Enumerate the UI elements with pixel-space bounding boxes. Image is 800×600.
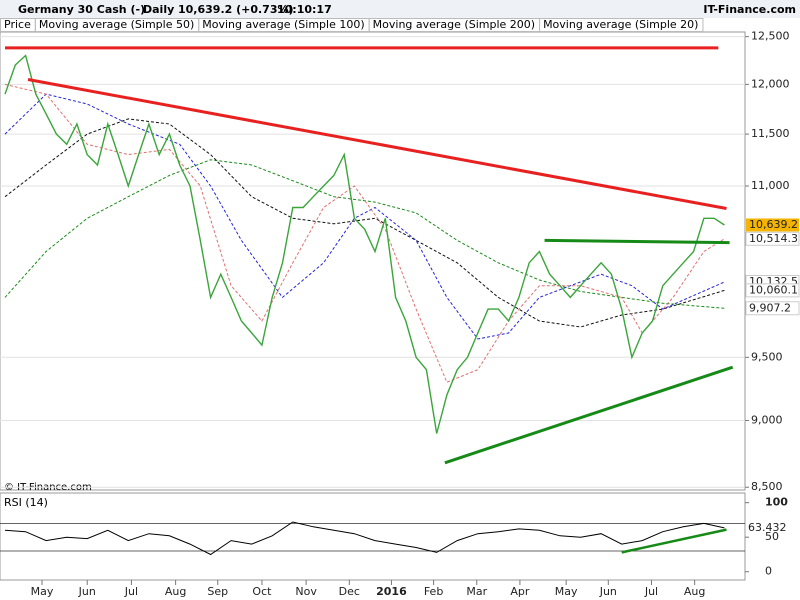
- price-tag: [745, 231, 800, 246]
- x-tick-label: May: [31, 585, 54, 598]
- x-tick-label: Jul: [124, 585, 138, 598]
- period: Daily: [143, 3, 174, 16]
- legend-box: [539, 18, 704, 32]
- series-line: [4, 118, 725, 328]
- price-tag: [746, 218, 799, 232]
- brand: IT-Finance.com: [703, 3, 796, 16]
- series-line: [4, 159, 725, 309]
- header-bar: [0, 0, 800, 18]
- price-tag: [745, 283, 800, 298]
- trendline: [444, 365, 734, 465]
- y-tick-label: 11,000: [751, 179, 790, 192]
- trendline: [621, 528, 727, 554]
- price-tag-label: 10,514.3: [749, 232, 798, 245]
- x-tick-label: Jun: [599, 585, 617, 598]
- x-tick-label: Apr: [510, 585, 530, 598]
- series-line: [4, 83, 725, 383]
- y-tick-label: 11,500: [751, 127, 790, 140]
- x-tick-label: Aug: [684, 585, 705, 598]
- rsi-title: RSI (14): [4, 496, 48, 509]
- legend: Price Moving average (Simple 50) Moving av…: [0, 18, 704, 32]
- x-tick-label: Mar: [466, 585, 487, 598]
- x-tick-label: Sep: [207, 585, 228, 598]
- rsi-frame: [0, 492, 746, 581]
- quote: 10,639.2 (+0.73%): [178, 3, 294, 16]
- legend-entry: Moving average (Simple 200): [373, 18, 535, 31]
- x-tick-label: Dec: [339, 585, 360, 598]
- legend-entry: Moving average (Simple 100): [202, 18, 364, 31]
- y-tick-label: 12,500: [751, 30, 790, 43]
- rsi-value-label: 63.432: [748, 521, 787, 534]
- price-tag: [745, 301, 800, 316]
- x-tick-label: May: [555, 585, 578, 598]
- x-tick-label: Jul: [644, 585, 658, 598]
- x-tick-label: Nov: [295, 585, 317, 598]
- y-tick-label: 8,500: [751, 480, 783, 493]
- y-tick-label: 12,000: [751, 77, 790, 90]
- y-tick-label: 9,000: [751, 413, 783, 426]
- x-tick-label: Aug: [165, 585, 186, 598]
- instrument: Germany 30 Cash (-): [18, 3, 145, 16]
- y-tick-label: 100: [765, 496, 788, 509]
- series-line: [4, 521, 725, 556]
- y-tick-label: 0: [765, 565, 772, 578]
- y-tick-label: 9,500: [751, 350, 783, 363]
- x-tick-label: Feb: [424, 585, 443, 598]
- legend-entry: Moving average (Simple 20): [543, 18, 698, 31]
- trendline: [544, 238, 730, 245]
- price-tag-label: 10,639.2: [749, 218, 798, 231]
- x-tick-label: 2016: [376, 585, 407, 598]
- y-tick-label: 50: [765, 530, 779, 543]
- legend-entry: Price: [4, 18, 31, 31]
- price-tag-label: 9,907.2: [749, 301, 791, 314]
- time: 10:10:17: [277, 3, 332, 16]
- series-line: [4, 54, 725, 434]
- x-tick-label: Oct: [252, 585, 272, 598]
- trendline: [27, 78, 727, 211]
- x-tick-label: Jun: [78, 585, 96, 598]
- price-tag-label: 10,060.1: [749, 283, 798, 296]
- legend-entry: Moving average (Simple 50): [39, 18, 194, 31]
